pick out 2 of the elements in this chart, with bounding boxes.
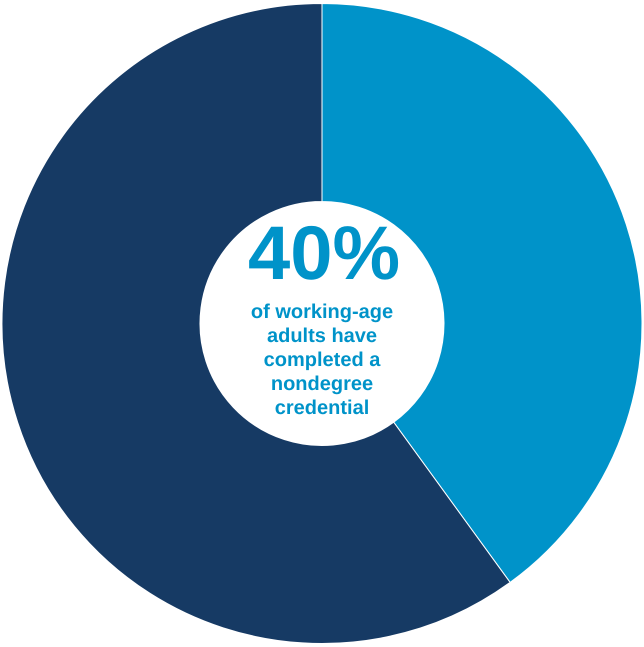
text: of working-age adults have completed a nondegree credential <box>250 301 394 419</box>
text: 40% <box>248 211 400 296</box>
